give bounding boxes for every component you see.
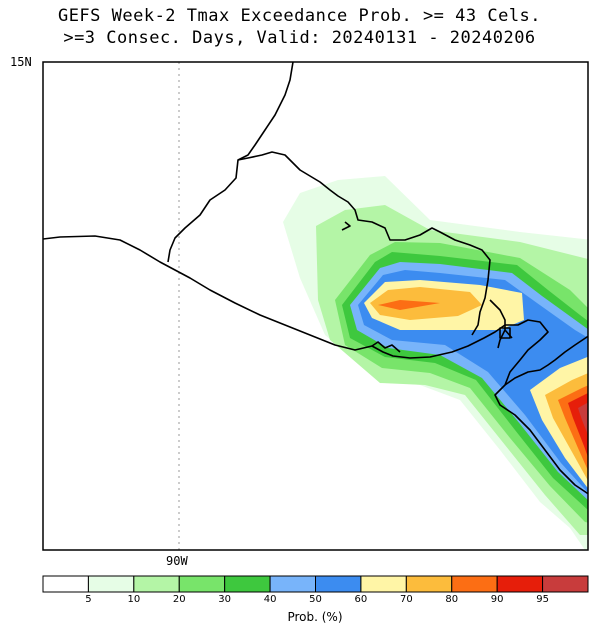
colorbar-tick-label: 20 [172, 594, 186, 605]
colorbar-tick-label: 90 [490, 594, 504, 605]
colorbar-swatch [133, 575, 180, 593]
prob-band-80 [378, 300, 440, 310]
coastal-detail [371, 341, 401, 353]
map-title-line2: >=3 Consec. Days, Valid: 20240131 - 2024… [63, 28, 536, 48]
colorbar-tick-label: 10 [127, 594, 141, 605]
east-border [504, 335, 588, 386]
colorbar-tick-label: 50 [309, 594, 322, 605]
colorbar-swatch [451, 575, 498, 593]
pacific-coastline [43, 235, 588, 495]
colorbar-swatch [315, 575, 362, 593]
central-border [489, 299, 513, 349]
mexico-guatemala-border [167, 62, 294, 263]
prob-band-95-east [578, 402, 588, 435]
colorbar-swatch [178, 575, 226, 593]
inner-border [341, 221, 351, 231]
lon-label: 90W [166, 554, 188, 568]
map-title-line1: GEFS Week-2 Tmax Exceedance Prob. >= 43 … [57, 6, 542, 26]
lat-label: 15N [10, 55, 32, 69]
colorbar-title: Prob. (%) [287, 610, 343, 624]
colorbar [42, 575, 589, 593]
colorbar-swatch [405, 575, 453, 593]
colorbar-swatch [360, 575, 407, 593]
colorbar-swatch [496, 575, 544, 593]
coastlines [43, 62, 588, 495]
colorbar-tick-label: 60 [354, 594, 368, 605]
colorbar-tick-label: 70 [399, 594, 413, 605]
colorbar-tick-label: 80 [445, 594, 459, 605]
colorbar-swatch [542, 575, 589, 593]
colorbar-swatch [87, 575, 135, 593]
gulf-inlet [499, 327, 511, 339]
colorbar-swatch [42, 575, 89, 593]
colorbar-swatch [224, 575, 271, 593]
colorbar-tick-label: 40 [263, 594, 277, 605]
colorbar-swatch [269, 575, 317, 593]
colorbar-tick-label: 5 [85, 594, 92, 605]
yucatan-border [237, 151, 491, 336]
probability-field [283, 176, 588, 550]
colorbar-tick-label: 30 [218, 594, 232, 605]
map-frame [42, 61, 589, 551]
colorbar-tick-label: 95 [536, 594, 549, 605]
